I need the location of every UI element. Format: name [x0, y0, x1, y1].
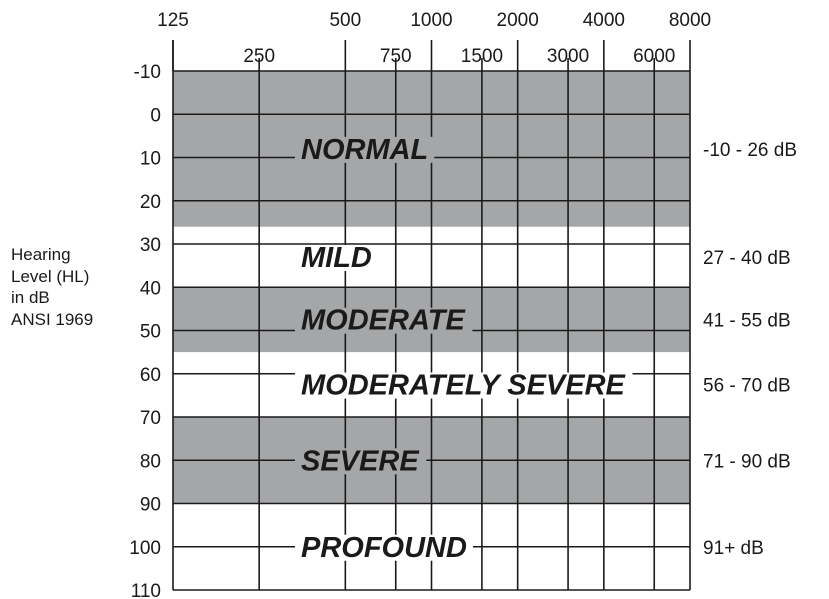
y-tick-label: 60	[140, 365, 161, 386]
band-label-backdrop	[295, 136, 435, 163]
band-label-backdrop	[295, 534, 473, 561]
y-tick-label: 90	[140, 495, 161, 516]
y-axis-title-line: ANSI 1969	[11, 309, 94, 329]
x-tick-label: 2000	[497, 10, 539, 31]
band-label-severe: SEVERE	[301, 445, 420, 477]
x-tick-label: 125	[157, 10, 189, 31]
y-tick-label: 10	[140, 149, 161, 170]
y-axis-title-line: Level (HL)	[11, 266, 90, 286]
y-tick-label: 50	[140, 322, 161, 343]
band-label-moderately-severe: MODERATELY SEVERE	[301, 370, 627, 402]
x-tick-label: 750	[380, 46, 412, 67]
band-label-backdrop	[295, 244, 378, 271]
x-tick-label: 250	[243, 46, 275, 67]
x-tick-label: 6000	[633, 46, 675, 67]
x-tick-label: 4000	[583, 10, 625, 31]
band-range-label: 56 - 70 dB	[703, 376, 791, 397]
band-label-backdrop	[295, 372, 633, 399]
y-tick-label: 40	[140, 278, 161, 299]
y-tick-label: 70	[140, 408, 161, 429]
band-range-label: -10 - 26 dB	[703, 140, 797, 161]
y-axis-title-line: in dB	[11, 288, 50, 307]
band-label-backdrop	[295, 448, 427, 475]
band-label-profound: PROFOUND	[301, 532, 467, 564]
band-range-label: 91+ dB	[703, 538, 764, 559]
band-range-label: 71 - 90 dB	[703, 451, 791, 472]
y-axis-title-line: Hearing	[11, 245, 71, 264]
y-tick-label: 110	[131, 581, 161, 599]
y-tick-label: -10	[134, 62, 161, 83]
y-tick-label: 30	[140, 235, 161, 256]
x-tick-label: 8000	[669, 10, 711, 31]
band-range-label: 27 - 40 dB	[703, 248, 791, 269]
x-tick-label: 1500	[461, 46, 503, 67]
y-tick-label: 80	[140, 451, 161, 472]
y-tick-label: 0	[150, 105, 161, 126]
y-tick-label: 100	[129, 538, 161, 559]
y-axis-title: Hearing Level (HL) in dB ANSI 1969	[11, 244, 93, 330]
x-tick-label: 3000	[547, 46, 589, 67]
y-tick-label: 20	[140, 192, 161, 213]
x-tick-label: 500	[329, 10, 361, 31]
band-label-backdrop	[295, 307, 473, 334]
x-tick-label: 1000	[410, 10, 452, 31]
band-label-moderate: MODERATE	[301, 305, 466, 337]
band-range-label: 41 - 55 dB	[703, 311, 791, 332]
band-label-normal: NORMAL	[301, 134, 428, 166]
band-label-mild: MILD	[301, 242, 372, 274]
